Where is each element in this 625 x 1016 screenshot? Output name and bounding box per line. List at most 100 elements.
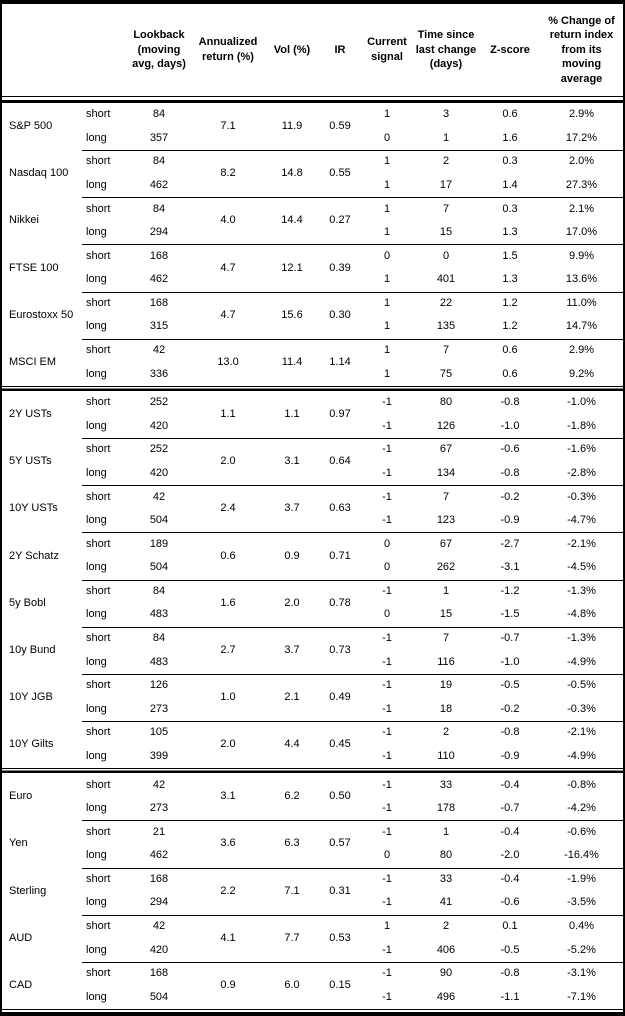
- horizon-label-long: long: [86, 943, 107, 956]
- time-since-change-value: 19: [439, 679, 453, 692]
- time-since-change-value: 123: [436, 514, 456, 527]
- pct-change-value: -4.7%: [567, 514, 596, 527]
- horizon-label-short: short: [86, 249, 111, 262]
- zscore-value: 0.6: [502, 344, 518, 357]
- ir-value: 0.55: [329, 167, 351, 180]
- vol-value: 2.1: [284, 690, 300, 703]
- lookback-value: 462: [149, 179, 169, 192]
- asset-name: 10y Bund: [9, 643, 56, 656]
- horizon-label-long: long: [86, 419, 107, 432]
- zscore-value: -0.9: [500, 514, 520, 527]
- current-signal-value: -1: [382, 943, 392, 956]
- asset-name: S&P 500: [9, 120, 53, 133]
- asset-group: 2Y Schatz short 189 0.6 0.9 0.71 0 67 -2…: [2, 532, 623, 579]
- current-signal-value: 1: [383, 344, 391, 357]
- time-since-change-value: 135: [436, 320, 456, 333]
- pct-change-value: 17.2%: [565, 131, 598, 144]
- asset-name: FTSE 100: [9, 261, 59, 274]
- annualized-return-value: 7.1: [220, 120, 236, 133]
- asset-name: 10Y USTs: [9, 502, 58, 515]
- vol-value: 1.1: [284, 408, 300, 421]
- current-signal-value: -1: [382, 490, 392, 503]
- vol-value: 3.1: [284, 455, 300, 468]
- pct-change-value: 17.0%: [565, 226, 598, 239]
- ir-value: 1.14: [329, 355, 351, 368]
- horizon-label-short: short: [86, 396, 111, 409]
- zscore-value: -0.8: [500, 726, 520, 739]
- lookback-value: 420: [149, 466, 169, 479]
- asset-name: 2Y USTs: [9, 408, 52, 421]
- horizon-label-long: long: [86, 273, 107, 286]
- horizon-label-short: short: [86, 967, 111, 980]
- asset-name: 10Y Gilts: [9, 738, 54, 751]
- vol-value: 11.9: [281, 120, 303, 133]
- current-signal-value: -1: [382, 466, 392, 479]
- horizon-label-long: long: [86, 749, 107, 762]
- zscore-value: -1.5: [500, 608, 520, 621]
- current-signal-value: -1: [382, 749, 392, 762]
- horizon-label-short: short: [86, 679, 111, 692]
- zscore-value: -0.4: [500, 872, 520, 885]
- time-since-change-value: 126: [436, 419, 456, 432]
- vol-value: 4.4: [284, 738, 300, 751]
- section-divider-rule: [2, 385, 623, 391]
- current-signal-value: 1: [383, 296, 391, 309]
- horizon-label-short: short: [86, 202, 111, 215]
- ir-value: 0.59: [329, 120, 351, 133]
- current-signal-value: 1: [383, 155, 391, 168]
- current-signal-value: -1: [382, 802, 392, 815]
- pct-change-value: -4.5%: [567, 561, 596, 574]
- lookback-value: 84: [152, 632, 166, 645]
- zscore-value: 1.4: [502, 179, 518, 192]
- time-since-change-value: 2: [442, 726, 450, 739]
- zscore-value: -0.4: [500, 778, 520, 791]
- annualized-return-value: 13.0: [217, 355, 239, 368]
- asset-name: Sterling: [9, 884, 47, 897]
- pct-change-value: -3.5%: [567, 896, 596, 909]
- annualized-return-value: 4.1: [220, 931, 236, 944]
- lookback-value: 84: [152, 108, 166, 121]
- current-signal-value: 0: [383, 249, 391, 262]
- horizon-label-short: short: [86, 778, 111, 791]
- current-signal-value: 1: [383, 226, 391, 239]
- horizon-label-long: long: [86, 655, 107, 668]
- annualized-return-value: 2.0: [220, 738, 236, 751]
- pct-change-value: 13.6%: [565, 273, 598, 286]
- current-signal-value: -1: [382, 514, 392, 527]
- lookback-value: 105: [149, 726, 169, 739]
- current-signal-value: 0: [383, 608, 391, 621]
- time-since-change-value: 110: [437, 749, 455, 762]
- asset-name: 5y Bobl: [9, 596, 46, 609]
- time-since-change-value: 116: [437, 655, 455, 668]
- annualized-return-value: 4.7: [220, 261, 236, 274]
- asset-group: CAD short 168 0.9 6.0 0.15 -1 90 -0.8 -3…: [2, 961, 623, 1009]
- horizon-label-long: long: [86, 896, 107, 909]
- current-signal-value: -1: [382, 778, 392, 791]
- time-since-change-value: 18: [439, 702, 453, 715]
- zscore-value: -0.5: [500, 943, 520, 956]
- ir-value: 0.73: [329, 643, 351, 656]
- time-since-change-value: 3: [442, 108, 450, 121]
- time-since-change-value: 0: [442, 249, 450, 262]
- lookback-value: 42: [152, 344, 166, 357]
- asset-name: Nikkei: [9, 214, 39, 227]
- ir-value: 0.31: [329, 884, 351, 897]
- zscore-value: 1.2: [502, 320, 518, 333]
- time-since-change-value: 262: [436, 561, 456, 574]
- horizon-label-long: long: [86, 226, 107, 239]
- current-signal-value: 1: [383, 202, 391, 215]
- column-header-zscore: Z-score: [490, 43, 530, 56]
- zscore-value: -0.7: [500, 632, 520, 645]
- annualized-return-value: 1.6: [220, 596, 236, 609]
- asset-group: FTSE 100 short 168 4.7 12.1 0.39 0 0 1.5…: [2, 244, 623, 291]
- lookback-value: 21: [152, 825, 166, 838]
- annualized-return-value: 3.6: [220, 837, 236, 850]
- current-signal-value: -1: [382, 443, 392, 456]
- lookback-value: 252: [149, 396, 169, 409]
- pct-change-value: -1.9%: [567, 872, 596, 885]
- asset-group: MSCI EM short 42 13.0 11.4 1.14 1 7 0.6 …: [2, 338, 623, 386]
- asset-group: Nikkei short 84 4.0 14.4 0.27 1 7 0.3 2.…: [2, 197, 623, 244]
- asset-name: 5Y USTs: [9, 455, 52, 468]
- current-signal-value: -1: [382, 967, 392, 980]
- lookback-value: 504: [149, 990, 169, 1003]
